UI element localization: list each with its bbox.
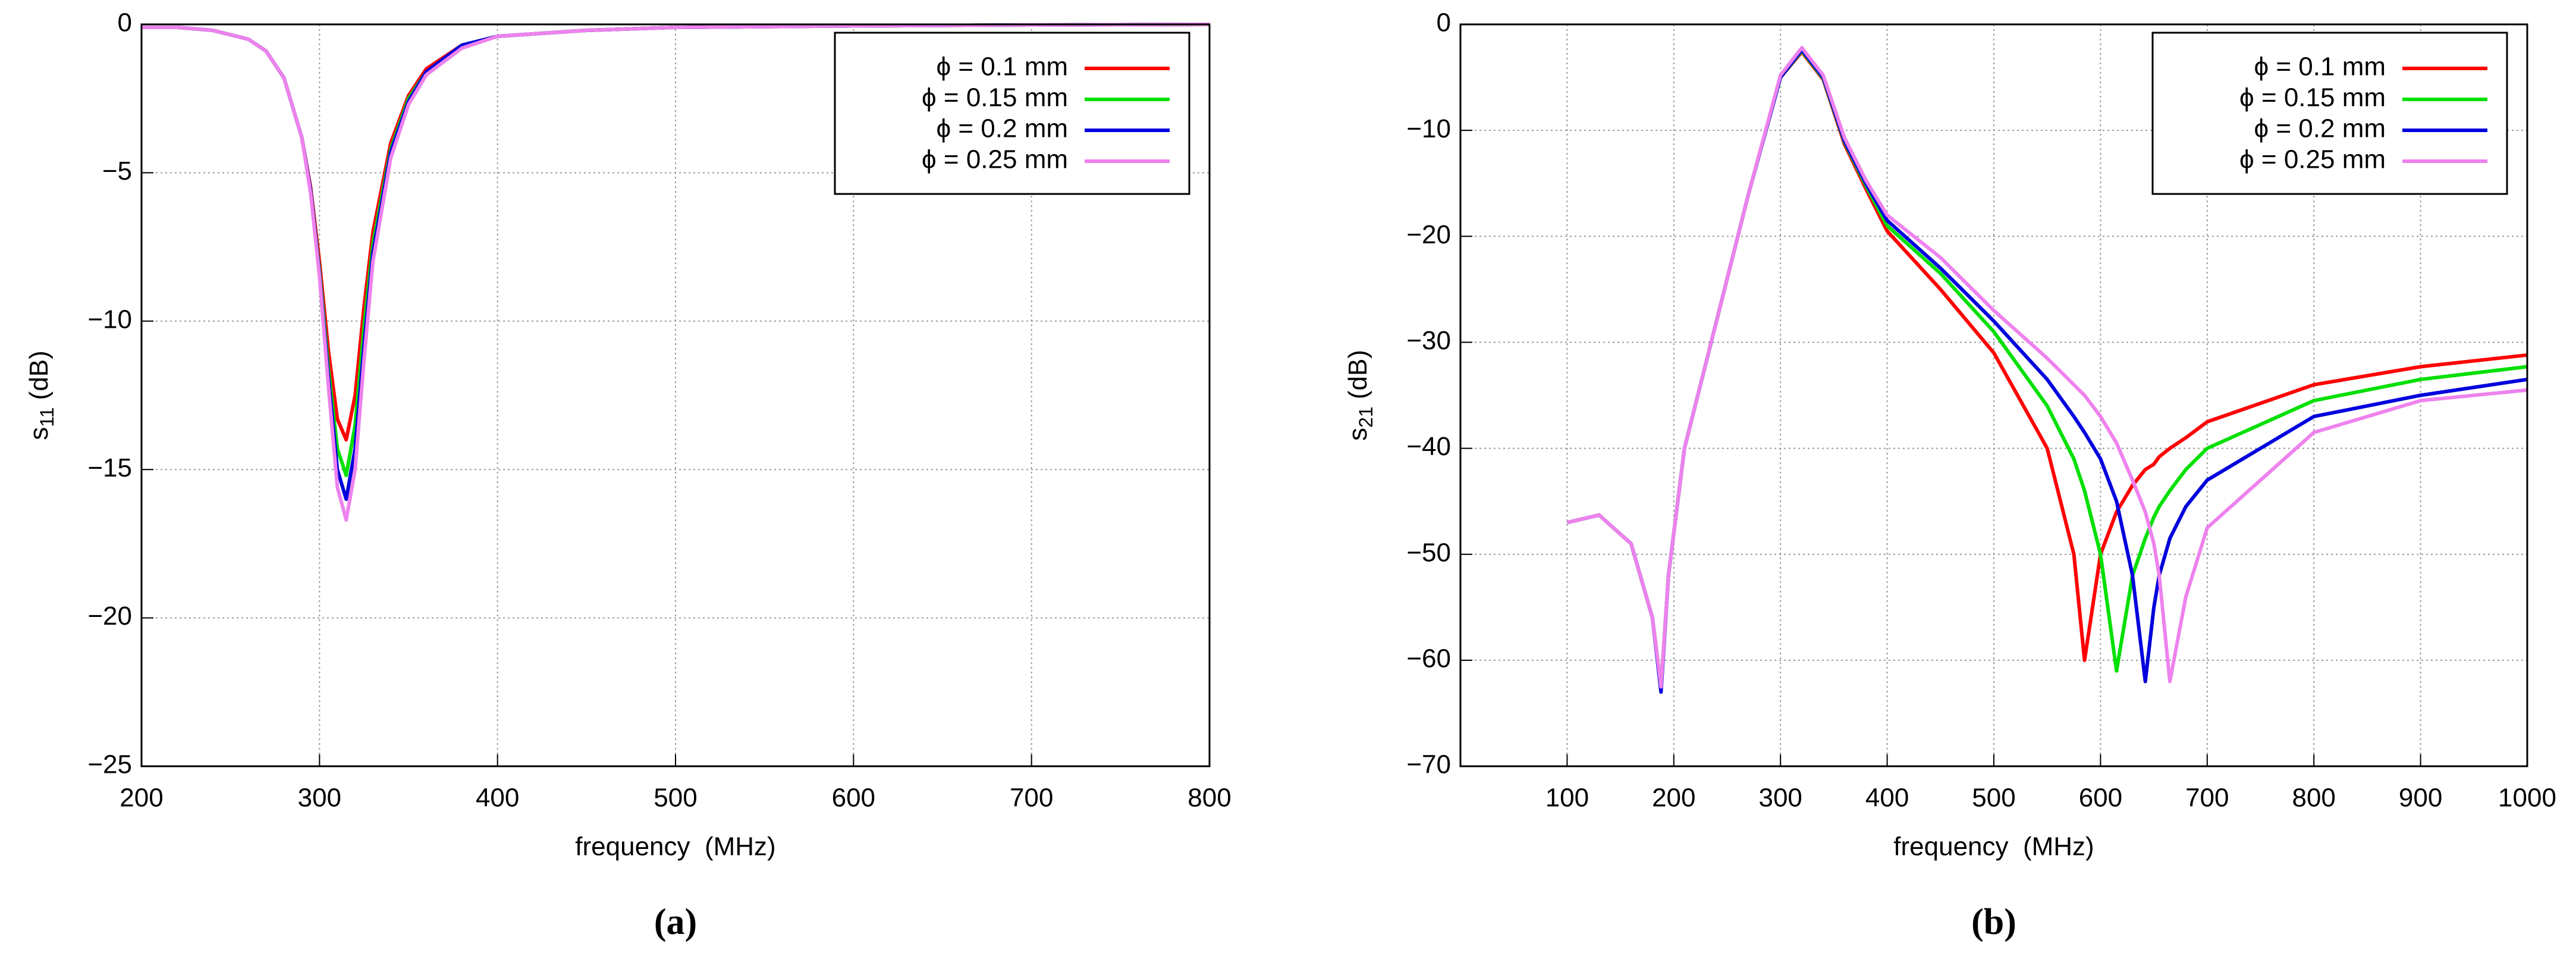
- y-axis-title-base: s: [24, 427, 54, 440]
- legend-label: ϕ = 0.15 mm: [922, 83, 1068, 112]
- legend-box: [2151, 32, 2508, 195]
- legend-label: ϕ = 0.25 mm: [922, 145, 1068, 174]
- y-tick-label: −25: [87, 750, 132, 779]
- x-tick-label: 700: [2185, 784, 2229, 813]
- y-tick-label: −15: [87, 453, 132, 482]
- x-tick-label: 900: [2399, 784, 2442, 813]
- y-tick-label: −10: [1406, 114, 1451, 143]
- y-axis-title: s21 (dB): [1343, 350, 1377, 441]
- series-line: [1566, 46, 2528, 689]
- y-tick-label: −60: [1406, 644, 1451, 673]
- y-axis-title-sub: 21: [1355, 406, 1377, 428]
- y-tick-label: −50: [1406, 538, 1451, 567]
- legend-label: ϕ = 0.15 mm: [2239, 83, 2386, 112]
- x-tick-label: 800: [1188, 784, 1231, 813]
- y-tick-label: −40: [1406, 432, 1451, 461]
- x-tick-label: 1000: [2498, 784, 2556, 813]
- y-tick-label: 0: [118, 8, 132, 37]
- y-axis-title-sub: 11: [36, 408, 58, 427]
- x-tick-label: 200: [1652, 784, 1695, 813]
- y-tick-label: −5: [102, 156, 132, 186]
- x-tick-label: 500: [1972, 784, 2015, 813]
- y-tick-label: 0: [1437, 8, 1451, 37]
- legend-label: ϕ = 0.1 mm: [2254, 52, 2386, 82]
- x-tick-label: 400: [476, 784, 519, 813]
- plot-frame: [1459, 23, 2528, 767]
- y-axis-title-base: s: [1343, 428, 1372, 441]
- y-axis-title-unit: (dB): [1343, 350, 1372, 406]
- y-axis-title-unit: (dB): [24, 350, 54, 407]
- legend-label: ϕ = 0.1 mm: [937, 52, 1068, 82]
- y-tick-label: −70: [1406, 750, 1451, 779]
- x-axis-title: frequency (MHz): [1893, 832, 2094, 861]
- y-axis-title: s11 (dB): [24, 350, 58, 440]
- x-tick-label: 100: [1545, 784, 1589, 813]
- y-tick-label: −20: [1406, 220, 1451, 249]
- x-tick-label: 800: [2292, 784, 2335, 813]
- legend-label: ϕ = 0.2 mm: [937, 114, 1068, 143]
- series-line: [142, 23, 1210, 522]
- x-axis-title: frequency (MHz): [575, 832, 775, 861]
- x-tick-label: 400: [1865, 784, 1909, 813]
- legend-box: [834, 32, 1190, 195]
- panel-label: (a): [654, 902, 697, 942]
- legend-label: ϕ = 0.2 mm: [2254, 114, 2386, 143]
- x-tick-label: 300: [298, 784, 341, 813]
- panel-label: (b): [1971, 902, 2016, 942]
- x-tick-label: 700: [1010, 784, 1053, 813]
- y-tick-label: −10: [87, 305, 132, 334]
- x-tick-label: 600: [832, 784, 875, 813]
- x-tick-label: 600: [2079, 784, 2122, 813]
- x-tick-label: 200: [120, 784, 163, 813]
- legend-label: ϕ = 0.25 mm: [2239, 145, 2386, 174]
- y-tick-label: −20: [87, 601, 132, 631]
- x-tick-label: 500: [654, 784, 697, 813]
- x-tick-label: 300: [1758, 784, 1802, 813]
- plot-frame: [140, 23, 1211, 767]
- y-tick-label: −30: [1406, 326, 1451, 355]
